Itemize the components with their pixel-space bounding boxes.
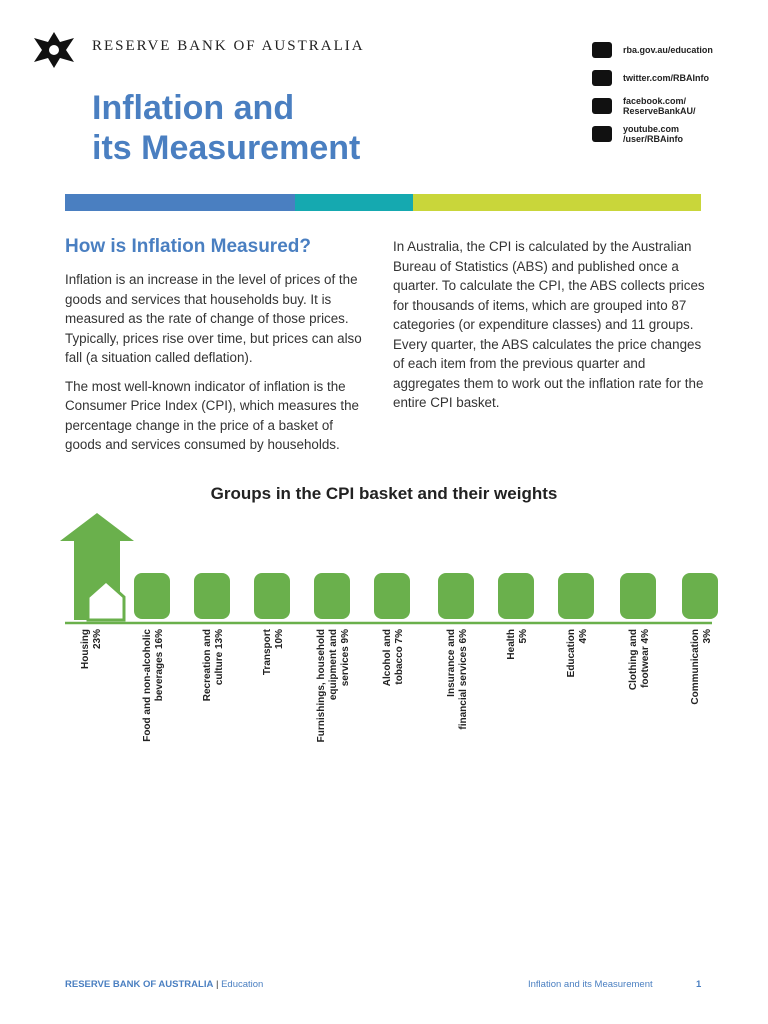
page-number: 1: [696, 979, 702, 990]
footer-left: RESERVE BANK OF AUSTRALIA | Education: [65, 979, 264, 990]
group-label: Food and non-alcoholic: [142, 629, 153, 742]
group-label: 10%: [274, 629, 285, 649]
section-heading: How is Inflation Measured?: [65, 236, 311, 257]
group-label: tobacco 7%: [394, 629, 405, 685]
social-icon: [592, 70, 612, 86]
link-text: facebook.com/ReserveBankAU/: [623, 96, 696, 116]
group-label: 5%: [518, 629, 529, 644]
footer-doc: Inflation and its Measurement: [528, 979, 653, 990]
social-link: twitter.com/RBAInfo: [592, 64, 713, 92]
link-line: rba.gov.au/education: [623, 45, 713, 55]
group-label: Health: [506, 629, 517, 660]
paragraph: In Australia, the CPI is calculated by t…: [393, 239, 705, 410]
link-text: twitter.com/RBAInfo: [623, 73, 709, 83]
link-text: youtube.com/user/RBAinfo: [623, 124, 683, 144]
title-line: Inflation and: [92, 89, 295, 127]
group-label: 4%: [578, 629, 589, 644]
org-name: RESERVE BANK OF AUSTRALIA: [92, 38, 365, 54]
figure-title: Groups in the CPI basket and their weigh…: [210, 484, 558, 503]
link-line: twitter.com/RBAInfo: [623, 73, 710, 83]
group-label: 3%: [702, 629, 713, 644]
icon: [194, 573, 230, 619]
left-column: Inflation is an increase in the level of…: [65, 270, 365, 464]
icon: [498, 573, 534, 619]
link-line: youtube.com: [623, 124, 680, 134]
right-column: In Australia, the CPI is calculated by t…: [393, 237, 705, 422]
group-label: Furnishings, household: [316, 629, 327, 742]
social-link: youtube.com/user/RBAinfo: [592, 120, 713, 148]
group-label: Transport: [262, 628, 273, 675]
social-links: rba.gov.au/education twitter.com/RBAInfo f…: [592, 36, 713, 148]
social-icon: [592, 98, 612, 114]
figure: Housing 23% Food and non-alcoholic beverage…: [60, 513, 718, 742]
color-bar: [295, 194, 413, 211]
link-line: facebook.com/: [623, 96, 687, 106]
social-link: rba.gov.au/education: [592, 36, 713, 64]
group-label: Communication: [690, 629, 701, 705]
social-icon: [592, 42, 612, 58]
icon: [682, 573, 718, 619]
social-icon: [592, 126, 612, 142]
icon: [374, 573, 410, 619]
logo: [34, 32, 74, 68]
footer-section: Education: [221, 979, 264, 990]
group-label: Clothing and: [628, 629, 639, 690]
group-label: financial services 6%: [458, 629, 469, 730]
icon: [558, 573, 594, 619]
color-bar: [413, 194, 701, 211]
group-label: footwear 4%: [640, 629, 651, 688]
group-label: Alcohol and: [382, 629, 393, 686]
group-label: equipment and: [328, 629, 339, 700]
footer-org: RESERVE BANK OF AUSTRALIA: [65, 979, 214, 990]
group-label: Insurance and: [446, 629, 457, 697]
social-link: facebook.com/ReserveBankAU/: [592, 92, 713, 120]
link-line: ReserveBankAU/: [623, 106, 696, 116]
group-label: Housing: [80, 629, 91, 669]
link-line: /user/RBAinfo: [623, 134, 684, 144]
group-label: 23%: [92, 629, 103, 649]
color-bar: [65, 194, 295, 211]
icon: [254, 573, 290, 619]
icon: [314, 573, 350, 619]
title-line: its Measurement: [92, 129, 361, 167]
icon: [134, 573, 170, 619]
group-label: beverages 16%: [154, 629, 165, 701]
group-label: services 9%: [340, 629, 351, 686]
icon: [86, 578, 126, 622]
title: Inflation and its Measurement: [92, 88, 360, 168]
link-text: rba.gov.au/education: [623, 45, 713, 55]
group-label: Education: [566, 629, 577, 677]
icon: [620, 573, 656, 619]
paragraph: The most well-known indicator of inflati…: [65, 378, 359, 453]
group-label: Recreation and: [202, 629, 213, 701]
group-label: culture 13%: [214, 629, 225, 685]
paragraph: Inflation is an increase in the level of…: [65, 272, 362, 365]
icon: [438, 573, 474, 619]
